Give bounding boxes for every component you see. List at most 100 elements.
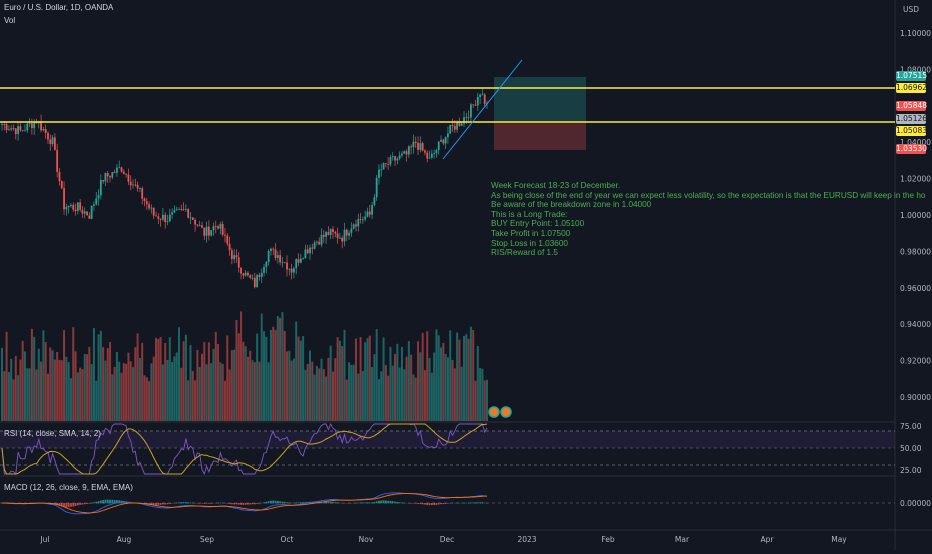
volume-bar xyxy=(470,327,472,421)
time-tick-label: May xyxy=(831,535,847,544)
candle-body xyxy=(176,209,178,210)
candle-body xyxy=(295,259,297,268)
volume-bar xyxy=(238,333,240,421)
candle-body xyxy=(105,173,107,181)
candle-body xyxy=(190,217,192,218)
volume-bar xyxy=(261,314,263,421)
volume-bar xyxy=(392,366,394,421)
volume-bar xyxy=(394,354,396,421)
symbol-title[interactable]: Euro / U.S. Dollar, 1D, OANDA xyxy=(4,3,113,12)
volume-bar xyxy=(123,363,125,421)
candle-body xyxy=(350,229,352,233)
candle-body xyxy=(247,273,249,275)
macd-histogram-bar xyxy=(107,500,109,504)
macd-histogram-bar xyxy=(415,503,417,504)
candle-body xyxy=(348,233,350,236)
macd-histogram-bar xyxy=(236,503,238,504)
candle-body xyxy=(157,216,159,219)
macd-histogram-bar xyxy=(160,503,162,505)
volume-label[interactable]: Vol xyxy=(4,16,15,25)
candle-body xyxy=(302,258,304,259)
candle-body xyxy=(279,255,281,262)
candle-body xyxy=(118,167,120,168)
candle-body xyxy=(456,122,458,130)
macd-histogram-bar xyxy=(298,502,300,503)
macd-histogram-bar xyxy=(190,503,192,504)
candle-body xyxy=(252,278,254,279)
volume-bar xyxy=(454,368,456,421)
volume-bar xyxy=(77,372,79,421)
volume-bar xyxy=(247,357,249,421)
candle-body xyxy=(367,212,369,217)
volume-bar xyxy=(215,332,217,421)
candle-body xyxy=(346,230,348,236)
macd-histogram-bar xyxy=(426,503,428,505)
macd-histogram-bar xyxy=(82,503,84,505)
volume-bar xyxy=(295,322,297,421)
volume-bar xyxy=(383,337,385,421)
macd-histogram-bar xyxy=(288,502,290,503)
macd-histogram-bar xyxy=(334,502,336,503)
volume-bar xyxy=(35,369,37,421)
macd-histogram-bar xyxy=(268,501,270,503)
macd-histogram-bar xyxy=(385,501,387,504)
candle-body xyxy=(95,198,97,204)
volume-bar xyxy=(47,374,49,421)
candle-body xyxy=(56,150,58,172)
event-icon[interactable] xyxy=(489,407,499,417)
candle-body xyxy=(185,209,187,210)
macd-histogram-bar xyxy=(95,502,97,504)
candle-body xyxy=(323,235,325,237)
macd-histogram-bar xyxy=(70,503,72,507)
volume-bar xyxy=(341,346,343,421)
volume-bar xyxy=(75,351,77,421)
macd-histogram-bar xyxy=(332,502,334,503)
candle-body xyxy=(213,226,215,230)
macd-histogram-bar xyxy=(183,502,185,503)
volume-bar xyxy=(15,356,17,421)
forecast-note[interactable]: Week Forecast 18-23 of December. As bein… xyxy=(491,181,925,258)
candle-body xyxy=(148,204,150,208)
volume-bar xyxy=(327,358,329,421)
rsi-label[interactable]: RSI (14, close, SMA, 14, 2) xyxy=(4,429,101,438)
macd-histogram-bar xyxy=(436,503,438,505)
price-tick-label: 0.90000 xyxy=(900,393,931,402)
macd-histogram-bar xyxy=(447,503,449,504)
macd-label[interactable]: MACD (12, 26, close, 9, EMA, EMA) xyxy=(4,483,133,492)
candle-body xyxy=(217,226,219,228)
volume-bar xyxy=(265,337,267,421)
candle-body xyxy=(3,124,5,125)
volume-bar xyxy=(318,368,320,421)
candle-body xyxy=(199,225,201,226)
candle-body xyxy=(68,206,70,207)
macd-histogram-bar xyxy=(362,503,364,504)
candle-body xyxy=(378,170,380,178)
macd-histogram-bar xyxy=(463,503,465,504)
volume-bar xyxy=(272,327,274,421)
candle-body xyxy=(307,249,309,253)
candle-body xyxy=(160,219,162,220)
volume-bar xyxy=(61,360,63,421)
volume-bar xyxy=(40,362,42,421)
event-icon[interactable] xyxy=(501,407,511,417)
candle-body xyxy=(470,104,472,117)
candle-body xyxy=(215,226,217,227)
candle-body xyxy=(52,137,54,144)
candle-body xyxy=(125,174,127,175)
macd-histogram-bar xyxy=(300,502,302,503)
candle-body xyxy=(275,249,277,258)
volume-bar xyxy=(440,348,442,421)
macd-histogram-bar xyxy=(295,503,297,504)
candle-body xyxy=(75,210,77,212)
candle-body xyxy=(376,178,378,197)
macd-histogram-bar xyxy=(256,503,258,504)
macd-histogram-bar xyxy=(475,502,477,503)
volume-bar xyxy=(224,381,226,421)
macd-histogram-bar xyxy=(162,503,164,505)
candle-body xyxy=(180,209,182,210)
candle-body xyxy=(224,235,226,236)
candle-body xyxy=(293,268,295,272)
macd-histogram-bar xyxy=(369,502,371,503)
